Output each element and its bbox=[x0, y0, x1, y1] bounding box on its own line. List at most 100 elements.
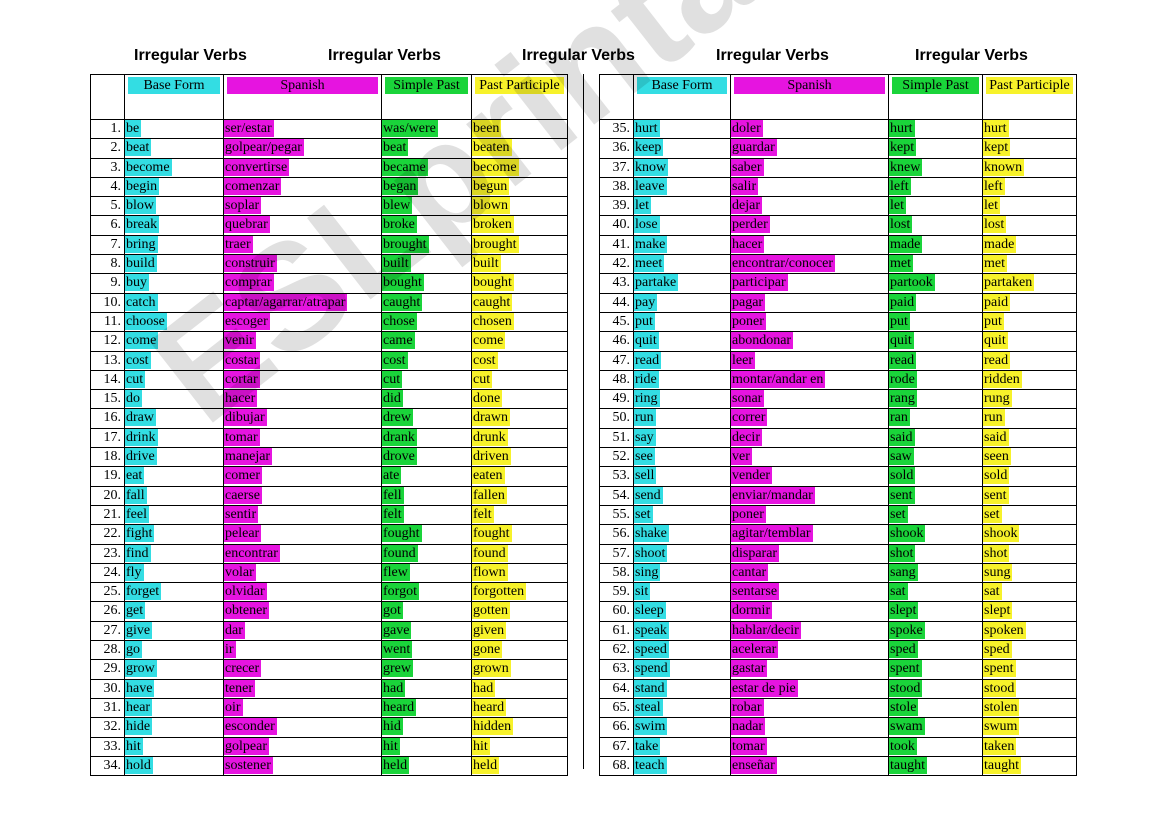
spanish-cell: poner bbox=[730, 311, 889, 333]
verb-number-cell: 27. bbox=[90, 620, 125, 642]
past-participle: made bbox=[983, 236, 1017, 253]
simple-past: came bbox=[382, 332, 415, 350]
simple-past-cell: was/were bbox=[381, 118, 472, 140]
past-participle-cell: gotten bbox=[471, 601, 568, 622]
simple-past-cell: ate bbox=[381, 466, 472, 487]
spanish: ver bbox=[731, 448, 752, 466]
base-form: pay bbox=[634, 294, 658, 311]
base-form: put bbox=[634, 313, 655, 330]
spanish: ser/estar bbox=[224, 120, 274, 137]
verb-number: 37. bbox=[612, 159, 631, 175]
simple-past: rang bbox=[889, 390, 917, 408]
past-participle: left bbox=[983, 178, 1005, 195]
spanish-cell: enseñar bbox=[730, 755, 889, 777]
simple-past-cell: caught bbox=[381, 292, 472, 313]
past-participle: given bbox=[472, 622, 507, 639]
past-participle: caught bbox=[472, 294, 513, 311]
base-form: give bbox=[125, 622, 153, 639]
verb-number: 16. bbox=[103, 410, 122, 426]
simple-past: cost bbox=[382, 352, 408, 369]
verb-number-cell: 61. bbox=[599, 620, 634, 642]
past-participle: drunk bbox=[472, 429, 508, 446]
spanish-cell: gastar bbox=[730, 659, 889, 680]
simple-past: kept bbox=[889, 139, 917, 157]
past-participle-cell: sat bbox=[982, 582, 1077, 603]
simple-past: cut bbox=[382, 371, 403, 388]
simple-past: stood bbox=[889, 680, 923, 697]
spanish-cell: cantar bbox=[730, 562, 889, 584]
simple-past: drank bbox=[382, 429, 417, 446]
verb-number: 25. bbox=[103, 584, 122, 600]
past-participle-cell: hit bbox=[471, 736, 568, 757]
spanish: gastar bbox=[731, 660, 768, 678]
past-participle: taken bbox=[983, 738, 1017, 755]
header-simple-past: Simple Past bbox=[381, 74, 472, 120]
spanish-cell: comer bbox=[223, 466, 382, 487]
table-row: 29. grow crecer grew grown bbox=[90, 659, 568, 680]
base-form-cell: steal bbox=[633, 697, 731, 719]
spanish: nadar bbox=[731, 718, 766, 736]
spanish: vender bbox=[731, 467, 773, 485]
spanish: tomar bbox=[224, 429, 260, 446]
base-form-cell: fight bbox=[124, 524, 224, 545]
past-participle-cell: beaten bbox=[471, 138, 568, 159]
base-form-cell: ride bbox=[633, 369, 731, 391]
spanish: oir bbox=[224, 699, 243, 716]
spanish-cell: obtener bbox=[223, 601, 382, 622]
simple-past: lost bbox=[889, 217, 913, 234]
spanish-cell: ir bbox=[223, 640, 382, 661]
past-participle: spent bbox=[983, 660, 1016, 678]
spanish-cell: soplar bbox=[223, 196, 382, 217]
verb-number-cell: 49. bbox=[599, 389, 634, 410]
verb-number-cell: 58. bbox=[599, 562, 634, 584]
verb-number-cell: 68. bbox=[599, 755, 634, 777]
simple-past: rode bbox=[889, 371, 917, 388]
simple-past: left bbox=[889, 178, 911, 195]
simple-past-cell: slept bbox=[888, 601, 983, 622]
simple-past: sold bbox=[889, 467, 916, 485]
simple-past-cell: felt bbox=[381, 504, 472, 526]
spanish: saber bbox=[731, 159, 764, 176]
table-row: 60. sleep dormir slept slept bbox=[599, 601, 1077, 622]
simple-past: shot bbox=[889, 545, 916, 562]
table-row: 2. beat golpear/pegar beat beaten bbox=[90, 138, 568, 159]
past-participle-cell: found bbox=[471, 543, 568, 564]
spanish-cell: decir bbox=[730, 427, 889, 449]
verb-number-cell: 54. bbox=[599, 485, 634, 506]
spanish: ir bbox=[224, 641, 236, 659]
verb-number: 32. bbox=[103, 719, 122, 735]
spanish: decir bbox=[731, 429, 762, 446]
simple-past: felt bbox=[382, 506, 404, 523]
base-form: say bbox=[634, 429, 656, 446]
spanish: cortar bbox=[224, 371, 260, 388]
base-form-cell: know bbox=[633, 157, 731, 178]
past-participle: said bbox=[983, 429, 1009, 446]
simple-past: went bbox=[382, 641, 413, 659]
verb-number: 48. bbox=[612, 371, 631, 387]
base-form-cell: shake bbox=[633, 524, 731, 545]
table-row: 45. put poner put put bbox=[599, 311, 1077, 333]
past-participle: bought bbox=[472, 274, 514, 292]
spanish-cell: dormir bbox=[730, 601, 889, 622]
past-participle-cell: done bbox=[471, 389, 568, 410]
spanish: comprar bbox=[224, 274, 274, 292]
base-form: leave bbox=[634, 178, 667, 195]
past-participle-cell: chosen bbox=[471, 311, 568, 333]
base-form-cell: put bbox=[633, 311, 731, 333]
table-row: 12. come venir came come bbox=[90, 331, 568, 352]
past-participle: cost bbox=[472, 352, 498, 369]
base-form: fly bbox=[125, 564, 144, 581]
base-form: forget bbox=[125, 583, 162, 601]
simple-past: taught bbox=[889, 757, 927, 774]
spanish-cell: comprar bbox=[223, 273, 382, 294]
spanish-cell: pelear bbox=[223, 524, 382, 545]
spanish-cell: disparar bbox=[730, 543, 889, 564]
table-row: 68. teach enseñar taught taught bbox=[599, 755, 1077, 777]
spanish-cell: captar/agarrar/atrapar bbox=[223, 292, 382, 313]
header-past-participle-label: Past Participle bbox=[475, 77, 564, 94]
spanish-cell: enviar/mandar bbox=[730, 485, 889, 506]
base-form: eat bbox=[125, 467, 145, 485]
verb-number-cell: 22. bbox=[90, 524, 125, 545]
past-participle: sat bbox=[983, 583, 1002, 601]
base-form-cell: speed bbox=[633, 640, 731, 661]
